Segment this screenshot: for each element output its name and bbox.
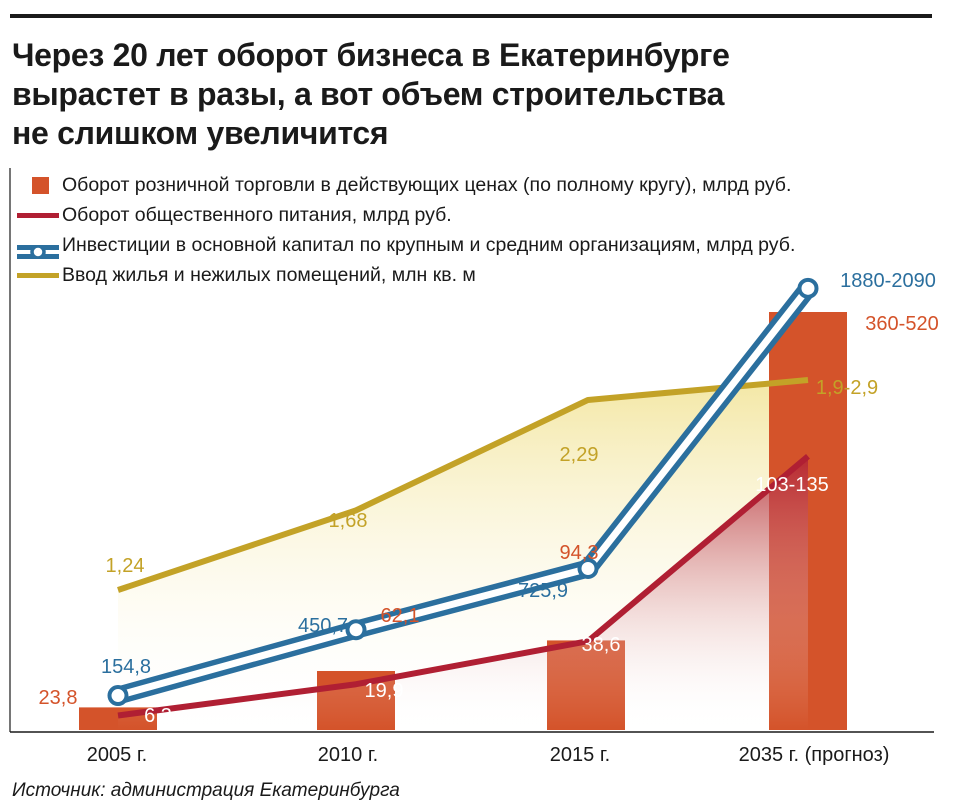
- legend: Оборот розничной торговли в действующих …: [14, 170, 944, 290]
- investment-point-3: [797, 277, 819, 299]
- data-labels-layer: 23,8 62,1 94,3 360-520 6,3 19,9 38,6 103-135 154…: [39, 270, 939, 727]
- investment-point-1: [345, 619, 367, 641]
- investment-label-2: 725,9: [518, 580, 568, 602]
- category-label-0: 2005 г.: [87, 744, 147, 766]
- housing-label-3: 1,9-2,9: [816, 377, 878, 399]
- category-label-1: 2010 г.: [318, 744, 378, 766]
- category-label-2: 2015 г.: [550, 744, 610, 766]
- chart-title: Через 20 лет оборот бизнеса в Екатеринбу…: [12, 36, 912, 153]
- title-line-1: Через 20 лет оборот бизнеса в Екатеринбу…: [12, 37, 730, 73]
- catering-line: [117, 454, 810, 719]
- source-note: Источник: администрация Екатеринбурга: [12, 780, 400, 801]
- legend-swatch-housing: [17, 273, 59, 278]
- retail-label-1: 62,1: [381, 605, 420, 627]
- legend-swatch-investment: [17, 238, 59, 260]
- investment-points-layer: [107, 277, 819, 707]
- retail-label-0: 23,8: [39, 687, 78, 709]
- catering-area: [118, 456, 808, 730]
- investment-label-1: 450,7: [298, 615, 348, 637]
- legend-label-housing: Ввод жилья и нежилых помещений, млн кв. …: [62, 264, 476, 286]
- catering-label-0: 6,3: [144, 705, 172, 727]
- housing-label-1: 1,68: [329, 510, 368, 532]
- category-labels-layer: 2005 г. 2010 г. 2015 г. 2035 г. (прогноз): [87, 744, 890, 766]
- investment-line-inner: [117, 286, 811, 699]
- title-line-3: не слишком увеличится: [12, 115, 389, 151]
- legend-label-catering: Оборот общественного питания, млрд руб.: [62, 204, 452, 226]
- legend-item-catering: Оборот общественного питания, млрд руб.: [14, 200, 944, 230]
- legend-item-housing: Ввод жилья и нежилых помещений, млн кв. …: [14, 260, 944, 290]
- legend-item-retail: Оборот розничной торговли в действующих …: [14, 170, 944, 200]
- legend-item-investment: Инвестиции в основной капитал по крупным…: [14, 230, 944, 260]
- title-line-2: вырастет в разы, а вот объем строительст…: [12, 76, 725, 112]
- investment-label-3: 1880-2090: [840, 270, 936, 292]
- legend-swatch-catering: [17, 213, 59, 218]
- housing-label-0: 1,24: [106, 555, 145, 577]
- series-lines-layer: [115, 282, 816, 719]
- catering-label-3: 103-135: [755, 474, 828, 496]
- investment-point-0: [107, 685, 129, 707]
- catering-area-layer: [118, 456, 808, 730]
- housing-line: [117, 377, 809, 593]
- retail-label-2: 94,3: [560, 542, 599, 564]
- legend-investment-icon: [17, 244, 59, 260]
- catering-label-1: 19,9: [365, 680, 404, 702]
- housing-label-2: 2,29: [560, 444, 599, 466]
- legend-label-retail: Оборот розничной торговли в действующих …: [62, 174, 792, 196]
- legend-label-investment: Инвестиции в основной капитал по крупным…: [62, 234, 796, 256]
- plot-frame: [9, 168, 934, 733]
- category-label-3: 2035 г. (прогноз): [739, 744, 890, 766]
- legend-swatch-retail: [32, 177, 49, 194]
- catering-label-2: 38,6: [582, 634, 621, 656]
- top-rule: [10, 14, 932, 18]
- investment-label-0: 154,8: [101, 656, 151, 678]
- investment-point-2: [577, 557, 599, 579]
- retail-label-3: 360-520: [865, 313, 938, 335]
